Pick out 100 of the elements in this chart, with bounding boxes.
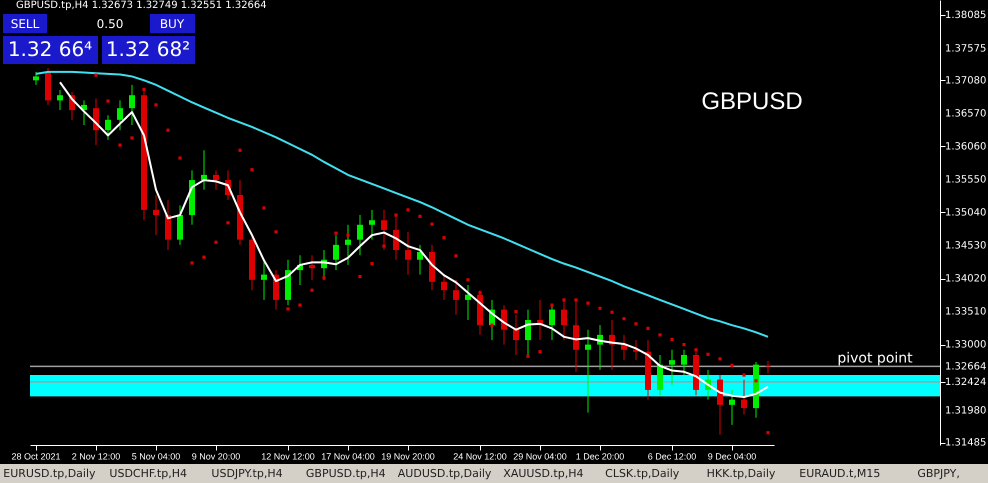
point bbox=[418, 214, 422, 218]
x-tick-label: 6 Dec 12:00 bbox=[648, 452, 696, 462]
y-tick-label: 1.33510 bbox=[945, 306, 986, 318]
point bbox=[754, 379, 758, 382]
point bbox=[214, 240, 218, 244]
annotation: 1.32 66⁴ bbox=[8, 37, 92, 61]
ref-line-label: pivot point bbox=[837, 350, 914, 366]
candlestick bbox=[333, 234, 339, 271]
candlestick bbox=[129, 84, 135, 126]
point bbox=[478, 291, 482, 294]
candlestick bbox=[309, 254, 315, 280]
point bbox=[406, 208, 410, 212]
y-tick-label: 1.32664 bbox=[945, 361, 986, 372]
candlestick bbox=[153, 194, 159, 236]
x-tick-label: 9 Nov 20:00 bbox=[192, 452, 240, 462]
point bbox=[526, 354, 530, 358]
point bbox=[262, 206, 266, 210]
x-tick-label: 1 Dec 20:00 bbox=[576, 452, 624, 462]
candlestick bbox=[621, 334, 627, 361]
point bbox=[154, 103, 158, 107]
candlestick bbox=[405, 231, 411, 276]
y-tick-label: 1.35550 bbox=[945, 174, 986, 186]
candlestick bbox=[561, 299, 567, 341]
candlestick bbox=[33, 71, 39, 86]
y-tick-label: 1.38085 bbox=[945, 10, 986, 22]
point bbox=[646, 326, 650, 330]
point bbox=[298, 304, 302, 307]
candlestick bbox=[105, 114, 111, 140]
point bbox=[358, 275, 362, 278]
annotation: BUY bbox=[160, 17, 185, 31]
point bbox=[694, 348, 698, 352]
point bbox=[538, 350, 542, 354]
text: EURAUD.t,M15 bbox=[799, 467, 880, 480]
candlestick bbox=[117, 100, 123, 131]
point bbox=[670, 338, 674, 341]
x-tick-label: 29 Nov 04:00 bbox=[513, 452, 567, 462]
candlestick bbox=[669, 349, 675, 386]
text: USDJPY.tp,H4 bbox=[211, 467, 283, 480]
y-tick-label: 1.36570 bbox=[945, 108, 986, 120]
point bbox=[178, 156, 182, 160]
annotation: GBPUSD bbox=[701, 88, 803, 115]
point bbox=[550, 304, 554, 307]
text: XAUUSD.tp,H4 bbox=[503, 467, 584, 480]
point bbox=[466, 278, 470, 282]
point bbox=[562, 298, 566, 302]
text: GBPUSD.tp,H4 bbox=[306, 467, 386, 480]
point bbox=[394, 213, 398, 217]
candlestick bbox=[513, 314, 519, 356]
point bbox=[598, 306, 602, 310]
point bbox=[250, 168, 254, 172]
point bbox=[490, 324, 494, 327]
text: USDCHF.tp,H4 bbox=[109, 467, 187, 480]
point bbox=[322, 276, 326, 280]
candlestick bbox=[585, 329, 591, 414]
point bbox=[382, 244, 386, 248]
point bbox=[118, 144, 122, 147]
point bbox=[514, 310, 518, 314]
point bbox=[142, 88, 146, 91]
y-tick-label: 1.34020 bbox=[945, 274, 986, 285]
point bbox=[286, 307, 290, 311]
x-tick-label: 24 Nov 12:00 bbox=[453, 452, 507, 462]
candlestick bbox=[741, 379, 747, 416]
point bbox=[718, 357, 722, 360]
candlestick bbox=[57, 90, 63, 111]
x-tick-label: 17 Nov 04:00 bbox=[321, 452, 375, 462]
y-tick-label: 1.33000 bbox=[945, 340, 986, 351]
candlestick bbox=[261, 259, 267, 300]
candlestick bbox=[213, 170, 219, 190]
point bbox=[682, 343, 686, 346]
candlestick bbox=[681, 349, 687, 376]
point bbox=[742, 373, 746, 377]
x-tick-label: 19 Nov 20:00 bbox=[381, 452, 435, 462]
point bbox=[130, 136, 134, 140]
y-tick-label: 1.36060 bbox=[945, 141, 986, 152]
point bbox=[658, 333, 662, 336]
point bbox=[370, 262, 374, 266]
point bbox=[442, 236, 446, 240]
text: GBPJPY, bbox=[917, 467, 960, 480]
candlestick bbox=[453, 279, 459, 316]
text: CLSK.tp,Daily bbox=[605, 467, 680, 480]
y-tick-label: 1.34530 bbox=[945, 240, 986, 252]
point bbox=[454, 254, 458, 258]
x-tick-label: 9 Dec 04:00 bbox=[708, 452, 756, 462]
candlestick bbox=[465, 284, 471, 320]
point bbox=[430, 222, 434, 226]
point bbox=[190, 261, 194, 265]
candlestick bbox=[345, 224, 351, 266]
chart-title: GBPUSD.tp,H4 1.32673 1.32749 1.32551 1.32664 bbox=[16, 0, 267, 11]
x-tick-label: 5 Nov 04:00 bbox=[132, 452, 180, 462]
y-tick-label: 1.37575 bbox=[945, 43, 986, 54]
y-tick-label: 1.37080 bbox=[945, 75, 986, 86]
x-tick-label: 2 Nov 12:00 bbox=[72, 452, 120, 462]
point bbox=[706, 352, 710, 356]
annotation: 1.32 68² bbox=[106, 37, 190, 61]
point bbox=[574, 298, 578, 302]
candlestick bbox=[357, 214, 363, 256]
x-tick-label: 12 Nov 12:00 bbox=[261, 452, 315, 462]
point bbox=[202, 256, 206, 259]
candlestick bbox=[549, 304, 555, 341]
y-tick-label: 1.31980 bbox=[945, 406, 986, 417]
